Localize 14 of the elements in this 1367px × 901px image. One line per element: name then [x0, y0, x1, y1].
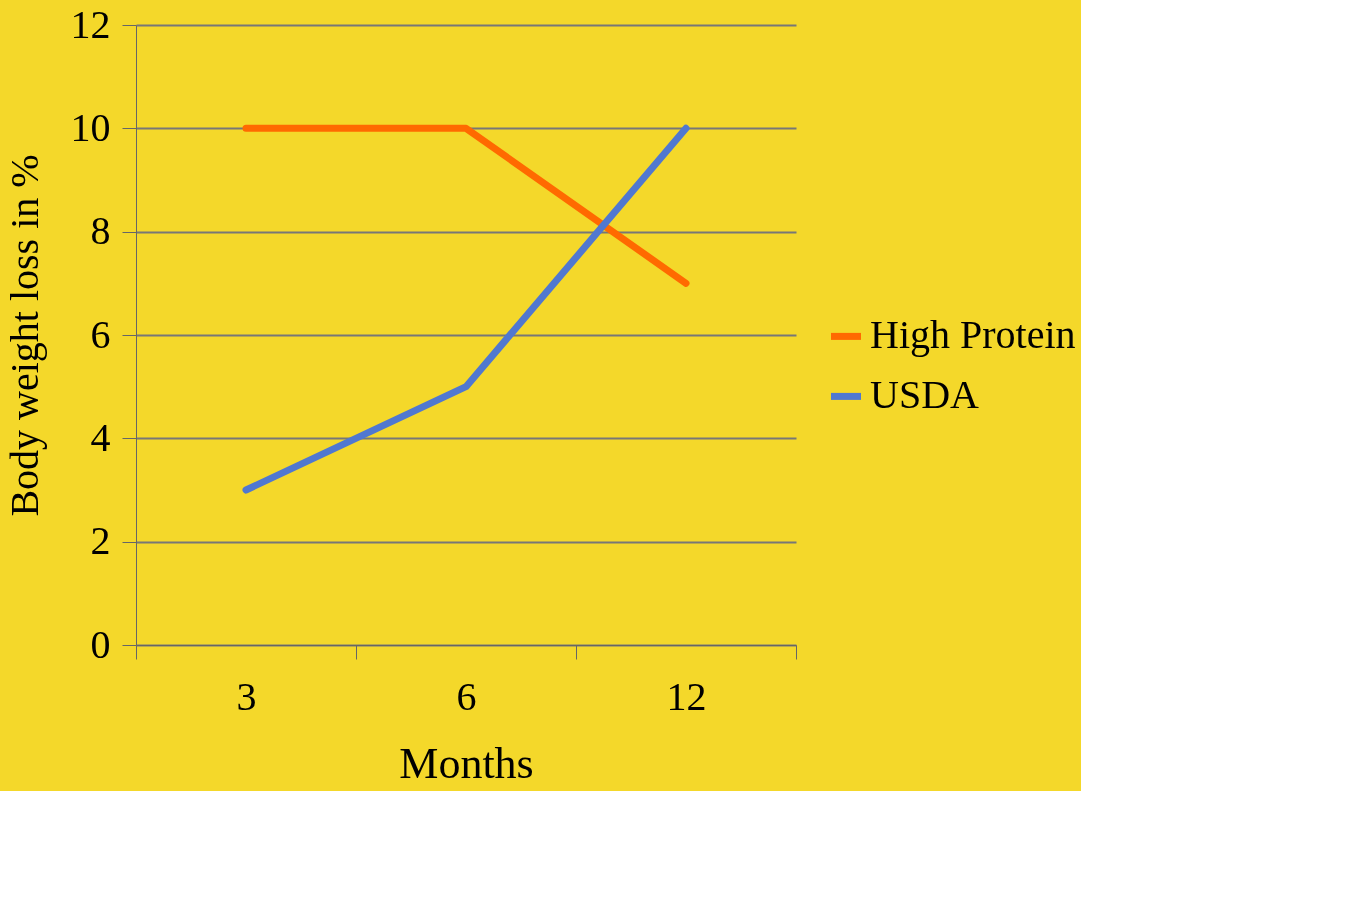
y-tick-label: 2 [90, 518, 111, 564]
y-tick-label: 4 [90, 414, 111, 460]
y-tick-label: 8 [90, 208, 111, 254]
legend-label: USDA [870, 372, 980, 418]
x-tick-label: 6 [456, 673, 477, 719]
y-tick-label: 0 [90, 621, 111, 667]
y-tick-label: 6 [90, 311, 111, 357]
y-tick-label: 12 [70, 1, 111, 47]
legend-label: High Protein [870, 312, 1076, 358]
y-tick-label: 10 [70, 104, 111, 150]
x-axis-title: Months [399, 738, 534, 788]
x-tick-label: 12 [666, 673, 707, 719]
x-tick-label: 3 [236, 673, 257, 719]
y-axis-title: Body weight loss in % [1, 154, 47, 517]
